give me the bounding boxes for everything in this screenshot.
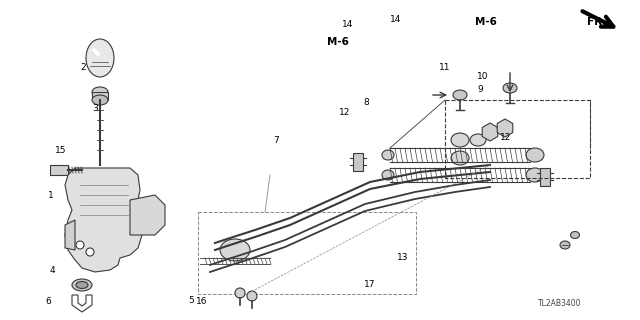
- Ellipse shape: [382, 150, 394, 160]
- Text: 11: 11: [439, 63, 451, 72]
- Ellipse shape: [86, 39, 114, 77]
- Ellipse shape: [470, 134, 486, 146]
- Text: 6: 6: [46, 297, 51, 306]
- Ellipse shape: [570, 231, 579, 238]
- Bar: [445, 100, 590, 178]
- Circle shape: [235, 288, 245, 298]
- Bar: [540, 168, 550, 186]
- Text: 8: 8: [364, 98, 369, 107]
- Text: 14: 14: [342, 20, 353, 28]
- Ellipse shape: [382, 170, 394, 180]
- Circle shape: [247, 291, 257, 301]
- Text: 13: 13: [397, 253, 409, 262]
- Circle shape: [86, 248, 94, 256]
- Text: 2: 2: [81, 63, 86, 72]
- Ellipse shape: [453, 90, 467, 100]
- Polygon shape: [65, 220, 75, 250]
- Text: 12: 12: [500, 133, 511, 142]
- Ellipse shape: [76, 282, 88, 289]
- Polygon shape: [130, 195, 165, 235]
- Text: M-6: M-6: [327, 36, 349, 47]
- Ellipse shape: [72, 279, 92, 291]
- Text: 12: 12: [339, 108, 350, 116]
- Text: 4: 4: [50, 266, 55, 275]
- Circle shape: [76, 241, 84, 249]
- Ellipse shape: [560, 241, 570, 249]
- Text: M-6: M-6: [476, 17, 497, 28]
- Text: 17: 17: [364, 280, 376, 289]
- Bar: [353, 153, 363, 171]
- Bar: [50, 165, 68, 175]
- Text: 5: 5: [188, 296, 193, 305]
- Text: 14: 14: [390, 15, 401, 24]
- Ellipse shape: [503, 83, 517, 93]
- Text: 15: 15: [55, 146, 67, 155]
- Bar: [92, 92, 108, 100]
- Ellipse shape: [92, 87, 108, 97]
- Polygon shape: [65, 168, 142, 272]
- Text: 9: 9: [477, 85, 483, 94]
- Text: 3: 3: [92, 104, 97, 113]
- Ellipse shape: [526, 168, 544, 182]
- Text: TL2AB3400: TL2AB3400: [538, 300, 582, 308]
- Ellipse shape: [451, 151, 469, 165]
- Ellipse shape: [92, 95, 108, 105]
- Ellipse shape: [451, 133, 469, 147]
- Text: 10: 10: [477, 72, 489, 81]
- Text: 1: 1: [49, 191, 54, 200]
- Bar: [198, 212, 416, 294]
- Ellipse shape: [220, 239, 250, 261]
- Text: 7: 7: [274, 136, 279, 145]
- Ellipse shape: [526, 148, 544, 162]
- Text: FR.: FR.: [587, 17, 606, 28]
- Text: 16: 16: [196, 297, 207, 306]
